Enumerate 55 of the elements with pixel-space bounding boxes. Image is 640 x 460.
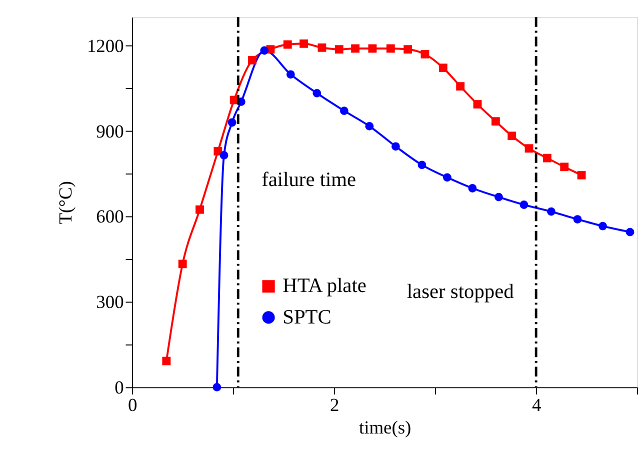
point bbox=[162, 356, 171, 366]
point bbox=[300, 39, 308, 48]
point bbox=[577, 170, 586, 180]
point bbox=[468, 184, 477, 192]
annotation: laser stopped bbox=[406, 280, 514, 303]
point bbox=[547, 207, 556, 216]
point bbox=[386, 44, 395, 53]
point bbox=[368, 44, 377, 53]
point bbox=[351, 44, 360, 53]
point bbox=[420, 50, 430, 58]
point bbox=[318, 43, 326, 52]
point bbox=[508, 132, 516, 140]
point bbox=[228, 118, 236, 127]
point bbox=[283, 40, 292, 49]
point bbox=[456, 82, 465, 91]
y-tick-label: 900 bbox=[96, 121, 124, 142]
annotation: failure time bbox=[262, 169, 356, 192]
point bbox=[418, 160, 426, 170]
point bbox=[473, 100, 482, 108]
point bbox=[438, 64, 448, 72]
y-tick-label: 0 bbox=[114, 378, 124, 398]
point bbox=[520, 200, 528, 209]
point bbox=[391, 142, 400, 151]
point bbox=[494, 192, 503, 202]
x-axis-title: time(s) bbox=[358, 417, 412, 438]
y-tick-label: 300 bbox=[96, 292, 124, 312]
point bbox=[560, 162, 569, 172]
legend-label: SPTC bbox=[282, 306, 332, 328]
point bbox=[196, 205, 204, 214]
y-axis-title: T(°C) bbox=[55, 181, 76, 224]
point bbox=[573, 215, 582, 224]
y-tick-label: 600 bbox=[96, 206, 124, 227]
legend-label: HTA plate bbox=[282, 275, 366, 298]
point bbox=[491, 117, 500, 126]
point bbox=[443, 173, 452, 182]
point bbox=[260, 46, 269, 55]
point bbox=[220, 151, 228, 160]
x-tick-label: 4 bbox=[532, 394, 542, 415]
y-tick-label: 1200 bbox=[86, 36, 124, 56]
point bbox=[404, 45, 412, 54]
point bbox=[524, 144, 534, 153]
x-tick-label: 0 bbox=[128, 394, 138, 415]
point bbox=[212, 383, 222, 392]
point bbox=[312, 88, 322, 98]
point bbox=[214, 147, 222, 156]
point bbox=[598, 222, 607, 230]
point bbox=[334, 45, 344, 54]
point bbox=[286, 70, 295, 79]
x-tick-label: 2 bbox=[330, 394, 340, 415]
point bbox=[542, 154, 552, 162]
point bbox=[248, 56, 256, 64]
point bbox=[365, 122, 374, 130]
point bbox=[178, 260, 187, 268]
point bbox=[340, 106, 348, 116]
point bbox=[626, 228, 634, 236]
